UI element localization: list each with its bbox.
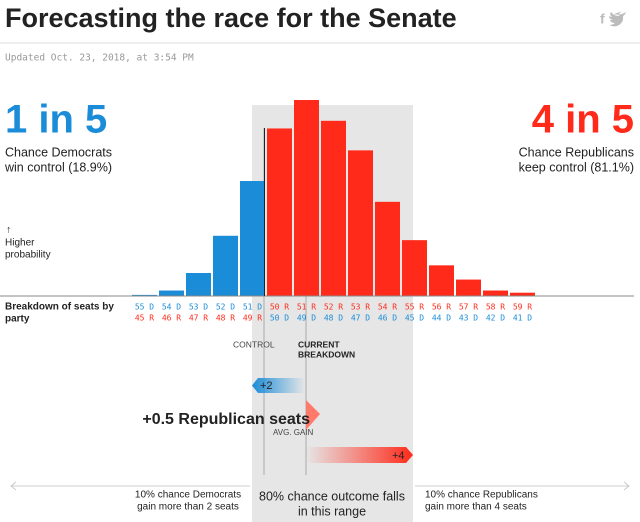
x-tick-label: 43 D xyxy=(459,314,478,323)
x-tick-label: 45 D xyxy=(405,314,424,323)
bar xyxy=(186,273,211,296)
x-tick-label: 50 R xyxy=(270,303,289,312)
x-tick-label: 42 D xyxy=(486,314,505,323)
x-label: Breakdown of seats by xyxy=(5,302,114,313)
bar xyxy=(456,279,481,296)
x-tick-label: 55 D xyxy=(135,303,154,312)
bar xyxy=(267,128,292,296)
bar xyxy=(429,265,454,296)
dem-caption: win control (18.9%) xyxy=(4,160,112,174)
x-tick-label: 51 D xyxy=(243,303,262,312)
right-note: 10% chance Republicans xyxy=(425,490,538,501)
x-tick-label: 41 D xyxy=(513,314,532,323)
x-tick-label: 57 R xyxy=(459,303,478,312)
bar xyxy=(132,294,157,296)
rep-caption: keep control (81.1%) xyxy=(519,160,634,174)
bar xyxy=(240,181,265,296)
range-arrowhead xyxy=(623,481,630,491)
x-tick-label: 45 R xyxy=(135,314,154,323)
x-tick-label: 53 D xyxy=(189,303,208,312)
x-tick-label: 55 R xyxy=(405,303,424,312)
rep-headline: 4 in 5 xyxy=(532,98,634,142)
x-tick-label: 48 R xyxy=(216,314,235,323)
bar xyxy=(510,292,535,296)
updated: Updated Oct. 23, 2018, at 3:54 PM xyxy=(5,53,194,64)
x-tick-label: 47 D xyxy=(351,314,370,323)
rep-gain: +4 xyxy=(392,450,405,462)
share-facebook[interactable]: f xyxy=(600,11,605,27)
x-tick-label: 46 R xyxy=(162,314,181,323)
dem-gain: +2 xyxy=(260,380,273,392)
dem-headline: 1 in 5 xyxy=(5,98,107,142)
x-tick-label: 48 D xyxy=(324,314,343,323)
x-tick-label: 59 R xyxy=(513,303,532,312)
share-twitter[interactable] xyxy=(609,11,626,27)
x-tick-label: 51 R xyxy=(297,303,316,312)
dem-gain-arrow xyxy=(252,378,305,393)
control-label: CONTROL xyxy=(233,339,275,349)
bar xyxy=(402,240,427,296)
avg-gain-arrow xyxy=(306,400,320,430)
x-tick-label: 44 D xyxy=(432,314,451,323)
bar xyxy=(294,99,319,297)
y-label: probability xyxy=(5,250,51,261)
y-arrow: ↑ xyxy=(6,225,11,236)
dem-caption: Chance Democrats xyxy=(5,145,112,159)
avg-gain-label: AVG. GAIN xyxy=(273,428,314,437)
x-tick-label: 50 D xyxy=(270,314,289,323)
x-tick-label: 49 R xyxy=(243,314,262,323)
rep-gain-arrow xyxy=(306,447,413,463)
bar xyxy=(213,235,238,296)
x-tick-label: 53 R xyxy=(351,303,370,312)
chart-title: Forecasting the race for the Senate xyxy=(5,3,457,33)
bar xyxy=(375,201,400,296)
bar xyxy=(159,290,184,296)
x-tick-label: 47 R xyxy=(189,314,208,323)
left-note: 10% chance Democrats xyxy=(135,490,241,501)
x-tick-label: 46 D xyxy=(378,314,397,323)
current-label: BREAKDOWN xyxy=(298,349,355,359)
right-note: gain more than 4 seats xyxy=(425,502,527,513)
range-arrowhead xyxy=(10,481,17,491)
x-tick-label: 54 R xyxy=(378,303,397,312)
rep-caption: Chance Republicans xyxy=(519,145,634,159)
current-label: CURRENT xyxy=(298,339,340,349)
x-tick-label: 56 R xyxy=(432,303,451,312)
bar xyxy=(321,120,346,296)
avg-gain-text: +0.5 Republican seats xyxy=(142,411,310,428)
x-tick-label: 52 D xyxy=(216,303,235,312)
x-tick-label: 52 R xyxy=(324,303,343,312)
x-tick-label: 54 D xyxy=(162,303,181,312)
bar xyxy=(483,290,508,296)
center-note: 80% chance outcome falls xyxy=(259,489,405,503)
y-label: Higher xyxy=(5,238,35,249)
center-note: in this range xyxy=(298,504,366,518)
bar xyxy=(348,150,373,296)
x-label: party xyxy=(5,314,30,325)
x-tick-label: 58 R xyxy=(486,303,505,312)
left-note: gain more than 2 seats xyxy=(137,502,239,513)
x-tick-label: 49 D xyxy=(297,314,316,323)
